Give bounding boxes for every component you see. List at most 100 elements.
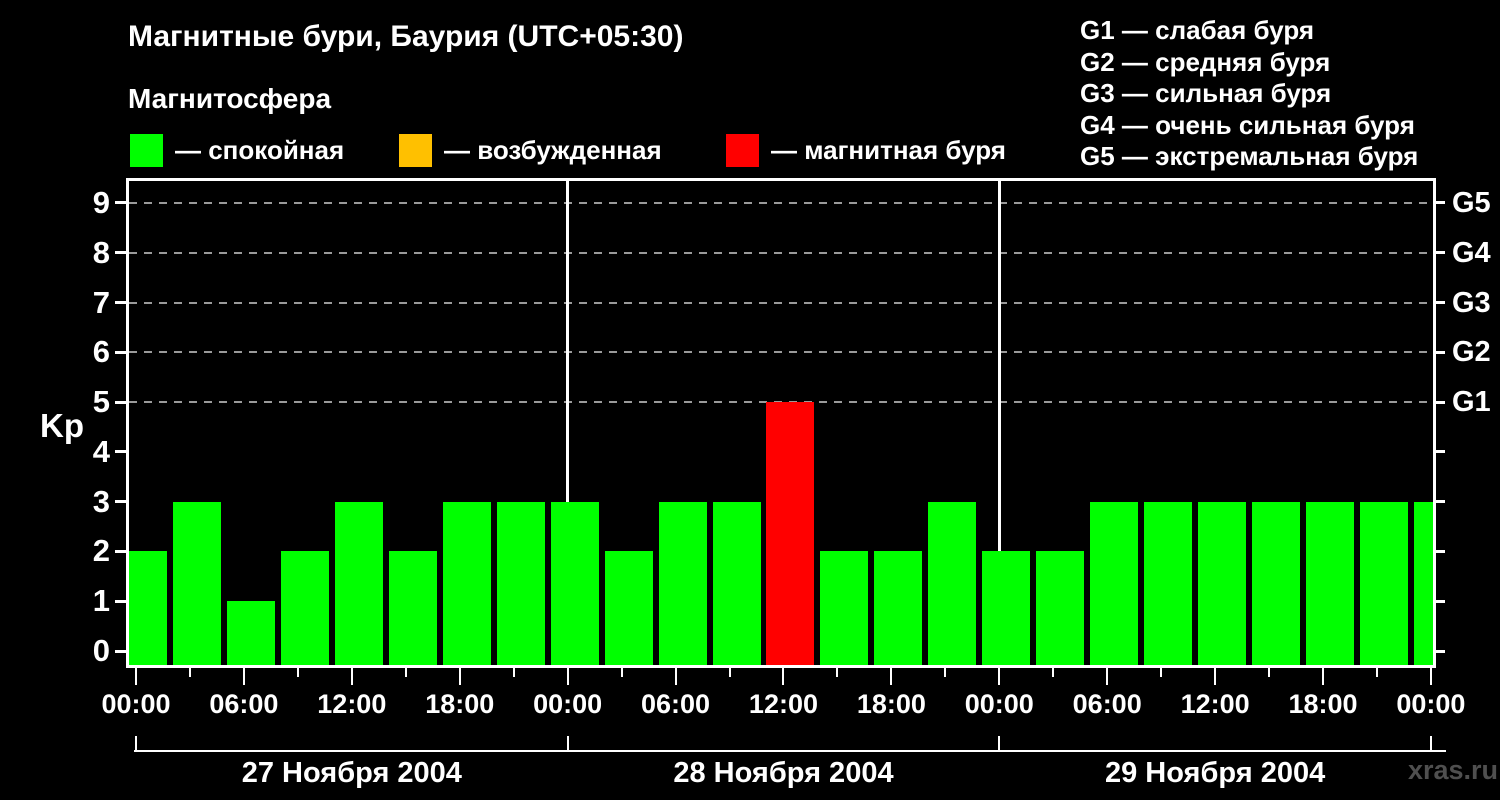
y-tick-label: 5	[92, 384, 110, 420]
y-tick-left	[115, 500, 127, 504]
x-tick	[404, 668, 407, 677]
kp-bar	[766, 402, 815, 665]
x-tick-label: 00:00	[1396, 689, 1466, 719]
kp-bar	[874, 551, 923, 665]
day-separator	[566, 181, 570, 665]
x-tick	[566, 668, 569, 685]
legend-item-label: — возбужденная	[444, 135, 662, 165]
x-tick	[1214, 668, 1217, 685]
kp-bar	[172, 501, 221, 665]
kp-bar	[129, 551, 167, 665]
y-tick-right	[1433, 350, 1445, 354]
y-tick-label: 1	[92, 583, 110, 619]
y-tick-right	[1433, 649, 1445, 653]
gridline-kp9	[129, 201, 1433, 204]
y-tick-right	[1433, 251, 1445, 255]
y-tick-left	[115, 599, 127, 603]
storm-scale-item: G3 — сильная буря	[1080, 78, 1332, 109]
gridline-kp7	[129, 301, 1433, 304]
y-tick-label: 3	[92, 483, 110, 519]
kp-bar	[1306, 501, 1354, 665]
x-tick	[782, 668, 785, 685]
x-tick-label: 18:00	[425, 689, 495, 719]
x-tick	[1268, 668, 1271, 677]
x-tick	[890, 668, 893, 685]
y-tick-label: 7	[92, 284, 110, 320]
y-tick-left	[115, 350, 127, 354]
kp-bar	[1198, 501, 1247, 665]
date-axis-line	[134, 750, 1446, 752]
kp-bar	[982, 551, 1031, 665]
kp-bar	[712, 501, 761, 665]
x-tick	[728, 668, 731, 677]
kp-bar	[1359, 501, 1408, 665]
x-tick	[1106, 668, 1109, 685]
day-separator	[997, 181, 1001, 665]
kp-bar	[496, 501, 545, 665]
x-tick	[296, 668, 299, 677]
kp-bar	[820, 551, 869, 665]
date-tick	[135, 736, 137, 752]
legend-item-storm: — магнитная буря	[726, 134, 1006, 167]
date-tick	[998, 736, 1001, 752]
date-tick	[566, 736, 569, 752]
legend-item-label: — спокойная	[175, 135, 345, 165]
storm-scale-item: G2 — средняя буря	[1080, 46, 1331, 77]
date-segment-label: 27 Ноября 2004	[241, 757, 462, 789]
x-tick	[1322, 668, 1324, 685]
y-tick-label: 4	[92, 433, 110, 469]
plot-area	[126, 178, 1436, 668]
x-tick	[512, 668, 515, 677]
kp-bar	[226, 601, 275, 665]
kp-bar	[928, 501, 977, 665]
legend-swatch-excited	[399, 134, 432, 167]
x-tick-label: 06:00	[209, 689, 279, 719]
y-tick-label: 0	[92, 633, 110, 668]
x-tick	[1375, 668, 1378, 677]
storm-scale-item: G5 — экстремальная буря	[1080, 141, 1419, 172]
x-tick	[188, 668, 191, 677]
x-tick	[1052, 668, 1055, 677]
date-segment-label: 28 Ноября 2004	[673, 757, 894, 789]
x-tick-label: 12:00	[1180, 689, 1250, 719]
x-tick	[674, 668, 677, 685]
x-tick-label: 12:00	[317, 689, 387, 719]
kp-bar	[442, 501, 491, 665]
kp-bar	[550, 501, 599, 665]
g-level-label-G4: G4	[1452, 236, 1491, 269]
kp-bar	[280, 551, 329, 665]
x-tick	[350, 668, 353, 685]
y-tick-right	[1433, 599, 1445, 603]
x-tick-label: 00:00	[533, 689, 603, 719]
y-tick-left	[115, 400, 127, 404]
y-axis-title: Kp	[40, 407, 84, 444]
x-tick-label: 06:00	[641, 689, 711, 719]
x-tick	[998, 668, 1001, 685]
kp-bar	[388, 551, 437, 665]
legend-item-quiet: — спокойная	[130, 134, 344, 167]
y-tick-label: 9	[92, 184, 110, 220]
x-tick-label: 00:00	[964, 689, 1034, 719]
y-tick-left	[115, 649, 127, 653]
x-tick-label: 18:00	[856, 689, 926, 719]
y-tick-left	[115, 201, 127, 205]
legend-swatch-quiet	[130, 134, 163, 167]
y-tick-label: 6	[92, 334, 110, 370]
y-tick-left	[115, 251, 127, 255]
kp-bar	[334, 501, 383, 665]
gridline-kp8	[129, 251, 1433, 254]
legend-item-excited: — возбужденная	[399, 134, 662, 167]
kp-bar	[658, 501, 707, 665]
y-tick-left	[115, 301, 127, 305]
x-tick	[1160, 668, 1163, 677]
g-level-label-G5: G5	[1452, 186, 1491, 219]
date-segment-label: 29 Ноября 2004	[1104, 757, 1326, 789]
kp-bar	[1252, 501, 1301, 665]
storm-scale-legend: G1 — слабая буря G2 — средняя буря G3 — си…	[1080, 15, 1418, 173]
y-tick-left	[115, 549, 127, 553]
x-tick-label: 00:00	[101, 689, 171, 719]
kp-bar	[1036, 551, 1085, 665]
x-tick	[836, 668, 839, 677]
x-tick	[242, 668, 245, 685]
